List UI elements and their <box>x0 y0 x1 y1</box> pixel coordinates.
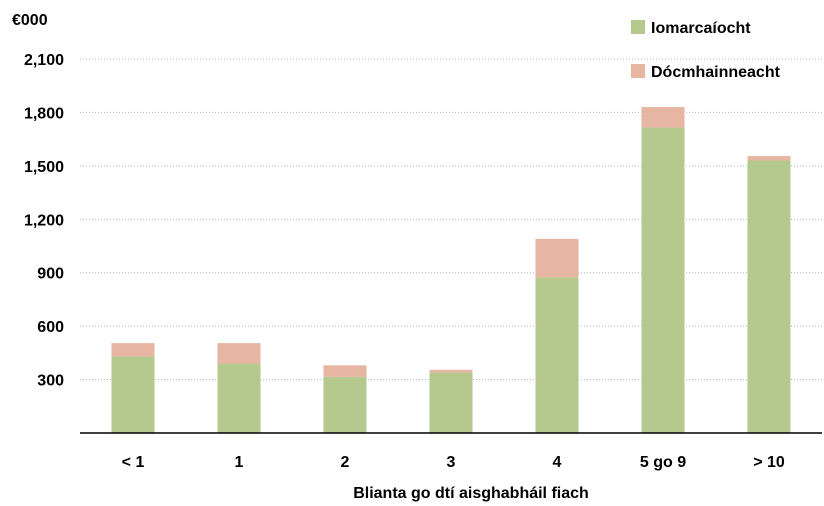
bar-segment <box>641 127 685 434</box>
x-tick-label: < 1 <box>122 454 145 471</box>
bar-segment <box>535 238 579 278</box>
bar-segment <box>111 343 155 357</box>
bar-segment <box>747 160 791 433</box>
y-tick-label: 1,200 <box>24 212 64 229</box>
y-tick-label: 900 <box>37 266 64 283</box>
y-tick-label: 1,500 <box>24 159 64 176</box>
bar-segment <box>217 343 261 364</box>
legend-label: Dócmhainneacht <box>651 64 781 81</box>
y-tick-label: 2,100 <box>24 52 64 69</box>
y-tick-labels: 300 600 900 1,200 1,500 1,800 2,100 <box>24 52 64 390</box>
x-tick-label: 2 <box>341 454 350 471</box>
legend-label: Iomarcaíocht <box>651 20 751 37</box>
legend-swatch <box>631 20 645 34</box>
bar-segment <box>217 363 261 433</box>
bar-segment <box>323 376 367 433</box>
bar-segment <box>429 369 473 373</box>
bars <box>111 107 791 434</box>
x-tick-labels: < 1 1 2 3 4 5 go 9 > 10 <box>122 454 785 471</box>
bar-segment <box>747 156 791 161</box>
x-tick-label: 1 <box>235 454 244 471</box>
x-axis-label: Blianta go dtí aisghabháil fiach <box>353 485 589 502</box>
bar-segment <box>111 356 155 433</box>
y-tick-label: 300 <box>37 373 64 390</box>
x-tick-label: 3 <box>447 454 456 471</box>
x-tick-label: 4 <box>553 454 562 471</box>
legend: Iomarcaíocht Dócmhainneacht <box>631 20 781 81</box>
bar-segment <box>535 277 579 433</box>
x-tick-label: 5 go 9 <box>640 454 686 471</box>
bar-segment <box>429 372 473 433</box>
y-unit-label: €000 <box>12 12 48 29</box>
bar-segment <box>641 107 685 128</box>
gridlines <box>80 58 822 381</box>
x-tick-label: > 10 <box>753 454 785 471</box>
y-tick-label: 1,800 <box>24 105 64 122</box>
legend-swatch <box>631 64 645 78</box>
bar-segment <box>323 365 367 377</box>
y-tick-label: 600 <box>37 319 64 336</box>
